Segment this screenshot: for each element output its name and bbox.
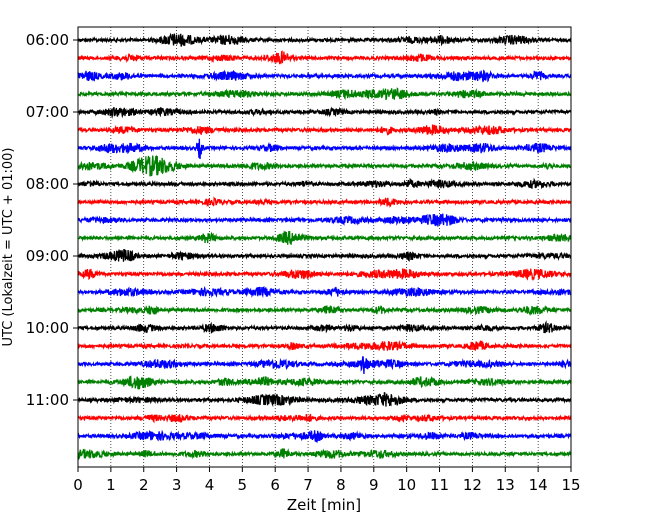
x-tick-label: 10 (397, 476, 416, 494)
x-tick-label: 15 (561, 476, 580, 494)
trace-line (77, 285, 572, 298)
y-tick-label: 08:00 (26, 175, 69, 193)
trace-line (77, 267, 572, 282)
x-tick-label: 7 (303, 476, 313, 494)
trace-line (77, 339, 572, 352)
trace-line (77, 375, 572, 390)
trace-line (77, 50, 572, 65)
trace-line (77, 248, 572, 262)
x-tick-label: 9 (369, 476, 379, 494)
y-tick-label: 09:00 (26, 247, 69, 265)
y-axis-ticks: 06:00 07:00 08:00 09:00 10:00 11:00 (26, 31, 78, 409)
y-tick-label: 10:00 (26, 319, 69, 337)
x-tick-label: 4 (205, 476, 215, 494)
x-tick-label: 14 (529, 476, 548, 494)
trace-line (77, 391, 572, 408)
trace-line (77, 69, 572, 83)
trace-line (77, 196, 572, 208)
x-tick-label: 12 (463, 476, 482, 494)
trace-line (77, 154, 572, 177)
y-tick-label: 07:00 (26, 103, 69, 121)
plot-background (78, 27, 571, 467)
trace-line (77, 356, 572, 374)
trace-line (77, 138, 572, 160)
trace-line (77, 304, 572, 317)
x-tick-label: 1 (106, 476, 116, 494)
x-tick-label: 5 (238, 476, 248, 494)
x-tick-label: 3 (172, 476, 182, 494)
trace-line (77, 447, 572, 461)
y-tick-label: 06:00 (26, 31, 69, 49)
trace-line (77, 124, 572, 136)
trace-line (77, 32, 572, 47)
y-tick-label: 11:00 (26, 391, 69, 409)
trace-line (77, 87, 572, 101)
trace-line (77, 106, 572, 119)
trace-line (77, 429, 572, 444)
seismic-traces (77, 32, 572, 461)
plot-frame (77, 26, 572, 468)
x-tick-label: 2 (139, 476, 149, 494)
trace-line (77, 230, 572, 245)
y-axis-label: UTC (Lokalzeit = UTC + 01:00) (1, 148, 16, 347)
trace-line (77, 177, 572, 190)
x-tick-label: 8 (336, 476, 346, 494)
x-axis-label: Zeit [min] (287, 496, 361, 514)
vertical-grid (110, 27, 539, 467)
x-tick-label: 13 (496, 476, 515, 494)
x-tick-label: 6 (270, 476, 280, 494)
x-axis-ticks: 0 1 2 3 4 5 6 7 8 9 10 11 12 13 14 15 (73, 467, 581, 494)
x-tick-label: 0 (73, 476, 83, 494)
trace-line (77, 213, 572, 227)
trace-line (77, 413, 572, 424)
x-tick-label: 11 (430, 476, 449, 494)
trace-line (77, 320, 572, 334)
